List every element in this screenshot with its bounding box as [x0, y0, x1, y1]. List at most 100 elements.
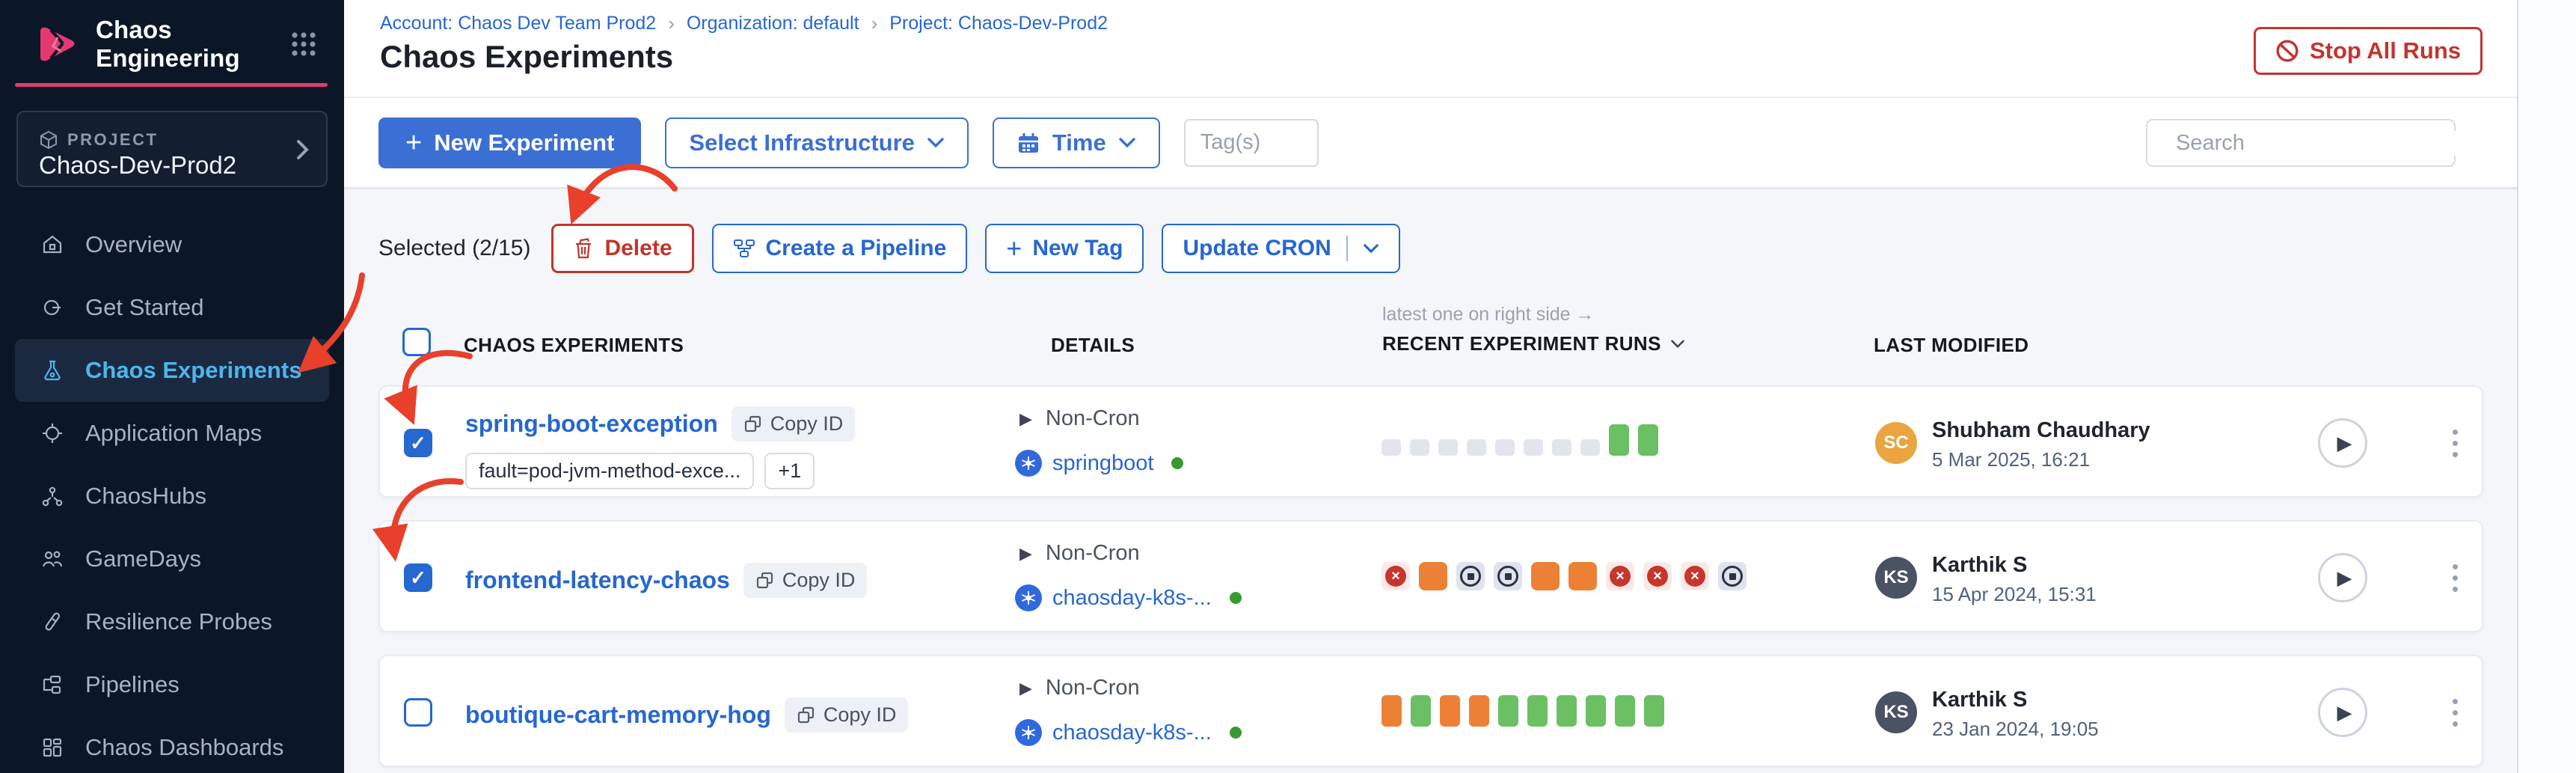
run-status-failed[interactable]: ×: [1606, 562, 1634, 590]
run-experiment-button[interactable]: ▶: [2318, 688, 2367, 737]
run-status-failed[interactable]: ×: [1681, 562, 1709, 590]
breadcrumb-account[interactable]: Account: Chaos Dev Team Prod2: [380, 13, 657, 34]
module-grid-icon[interactable]: [290, 31, 317, 58]
run-status-passed[interactable]: [1644, 695, 1664, 727]
run-status-passed[interactable]: [1638, 424, 1658, 456]
run-status-empty[interactable]: [1552, 439, 1571, 456]
delete-button[interactable]: Delete: [551, 224, 694, 273]
run-status-empty[interactable]: [1438, 439, 1458, 456]
network-icon: [39, 483, 66, 510]
sidebar-item-resilience-probes[interactable]: Resilience Probes: [0, 590, 344, 653]
run-status-passed[interactable]: [1557, 695, 1577, 727]
logo-row: Chaos Engineering: [33, 16, 317, 72]
copy-icon: [744, 415, 761, 432]
run-status-empty[interactable]: [1580, 439, 1600, 456]
experiment-name-link[interactable]: boutique-cart-memory-hog: [465, 701, 771, 728]
sidebar-item-application-maps[interactable]: Application Maps: [0, 402, 344, 465]
row-checkbox[interactable]: ✓: [404, 563, 432, 592]
run-status-failed[interactable]: ×: [1643, 562, 1672, 590]
infrastructure-link[interactable]: chaosday-k8s-...: [1052, 585, 1212, 610]
copy-id-button[interactable]: Copy ID: [743, 563, 868, 598]
update-cron-button[interactable]: Update CRON: [1162, 224, 1401, 273]
breadcrumb-organization[interactable]: Organization: default: [686, 13, 859, 34]
row-menu-button[interactable]: [2438, 554, 2471, 601]
run-status-passed[interactable]: [1586, 695, 1606, 727]
schedule-expander[interactable]: ▶ Non-Cron: [1019, 541, 1140, 565]
run-status-passed[interactable]: [1615, 695, 1635, 727]
copy-id-button[interactable]: Copy ID: [731, 406, 856, 442]
column-last-modified: LAST MODIFIED: [1874, 334, 2029, 356]
copy-id-button[interactable]: Copy ID: [784, 697, 909, 733]
run-status-warning[interactable]: [1419, 562, 1447, 590]
target-icon: [39, 420, 66, 447]
new-experiment-label: New Experiment: [434, 129, 615, 156]
run-status-warning[interactable]: [1568, 562, 1597, 590]
harness-chaos-logo-icon: [40, 27, 75, 61]
run-status-empty[interactable]: [1410, 439, 1429, 456]
project-selector[interactable]: PROJECT Chaos-Dev-Prod2: [16, 111, 328, 187]
stop-all-runs-button[interactable]: Stop All Runs: [2253, 27, 2483, 75]
pipeline-icon: [39, 671, 66, 698]
run-status-empty[interactable]: [1495, 439, 1515, 456]
accent-divider: [15, 83, 328, 87]
run-status-empty[interactable]: [1524, 439, 1543, 456]
chevron-down-icon[interactable]: [1670, 339, 1685, 349]
run-status-passed[interactable]: [1609, 424, 1629, 456]
run-status-stopped[interactable]: [1494, 562, 1522, 590]
time-filter-label: Time: [1052, 129, 1106, 156]
sidebar-item-pipelines[interactable]: Pipelines: [0, 653, 344, 716]
run-status-warning[interactable]: [1440, 695, 1460, 727]
run-status-warning[interactable]: [1469, 695, 1489, 727]
time-filter-dropdown[interactable]: Time: [992, 117, 1160, 168]
select-infrastructure-dropdown[interactable]: Select Infrastructure: [665, 117, 969, 168]
row-menu-button[interactable]: [2438, 689, 2471, 736]
row-checkbox[interactable]: ✓: [404, 429, 432, 457]
infrastructure-link[interactable]: chaosday-k8s-...: [1052, 720, 1212, 745]
project-cube-icon: [40, 130, 57, 150]
experiment-name-link[interactable]: frontend-latency-chaos: [465, 566, 730, 593]
tag-more-chip[interactable]: +1: [764, 453, 815, 489]
plus-icon: +: [1006, 233, 1022, 263]
run-status-passed[interactable]: [1498, 695, 1518, 727]
runs-order-annotation: latest one on right side →: [1382, 304, 1595, 325]
kubernetes-icon: [1015, 450, 1042, 477]
sidebar-item-overview[interactable]: Overview: [0, 213, 344, 276]
modified-date: 23 Jan 2024, 19:05: [1932, 718, 2099, 740]
run-status-passed[interactable]: [1411, 695, 1431, 727]
new-experiment-button[interactable]: + New Experiment: [378, 117, 642, 168]
row-checkbox[interactable]: [404, 698, 432, 727]
get-started-icon: [39, 294, 66, 321]
run-status-passed[interactable]: [1527, 695, 1548, 727]
run-status-stopped[interactable]: [1456, 562, 1485, 590]
run-status-failed[interactable]: ×: [1381, 562, 1410, 590]
flask-icon: [39, 357, 66, 384]
run-experiment-button[interactable]: ▶: [2318, 553, 2367, 602]
infrastructure-link[interactable]: springboot: [1052, 450, 1154, 475]
breadcrumb-project[interactable]: Project: Chaos-Dev-Prod2: [889, 13, 1108, 34]
run-status-empty[interactable]: [1381, 439, 1401, 456]
run-status-warning[interactable]: [1381, 695, 1402, 727]
sidebar-item-get-started[interactable]: Get Started: [0, 276, 344, 339]
delete-label: Delete: [604, 236, 672, 260]
create-pipeline-button[interactable]: Create a Pipeline: [711, 224, 968, 273]
create-pipeline-label: Create a Pipeline: [765, 236, 947, 260]
sidebar-item-chaoshubs[interactable]: ChaosHubs: [0, 465, 344, 528]
sidebar-item-chaos-dashboards[interactable]: Chaos Dashboards: [0, 716, 344, 773]
schedule-expander[interactable]: ▶ Non-Cron: [1019, 406, 1140, 430]
sidebar: Chaos Engineering PROJECT Chaos-De: [0, 0, 344, 773]
tags-filter-input[interactable]: [1183, 118, 1319, 167]
run-status-empty[interactable]: [1467, 439, 1486, 456]
new-tag-button[interactable]: + New Tag: [985, 224, 1144, 273]
sidebar-item-gamedays[interactable]: GameDays: [0, 528, 344, 590]
sidebar-item-chaos-experiments[interactable]: Chaos Experiments: [15, 339, 329, 402]
run-status-warning[interactable]: [1531, 562, 1560, 590]
search-input[interactable]: [2176, 130, 2458, 156]
row-menu-button[interactable]: [2438, 420, 2471, 466]
chevron-down-icon: [1364, 244, 1379, 254]
experiment-name-link[interactable]: spring-boot-exception: [465, 410, 718, 437]
run-experiment-button[interactable]: ▶: [2318, 418, 2367, 468]
column-recent-runs[interactable]: RECENT EXPERIMENT RUNS: [1382, 332, 1661, 355]
schedule-expander[interactable]: ▶ Non-Cron: [1019, 676, 1140, 700]
select-all-checkbox[interactable]: [402, 328, 431, 356]
run-status-stopped[interactable]: [1718, 562, 1747, 590]
